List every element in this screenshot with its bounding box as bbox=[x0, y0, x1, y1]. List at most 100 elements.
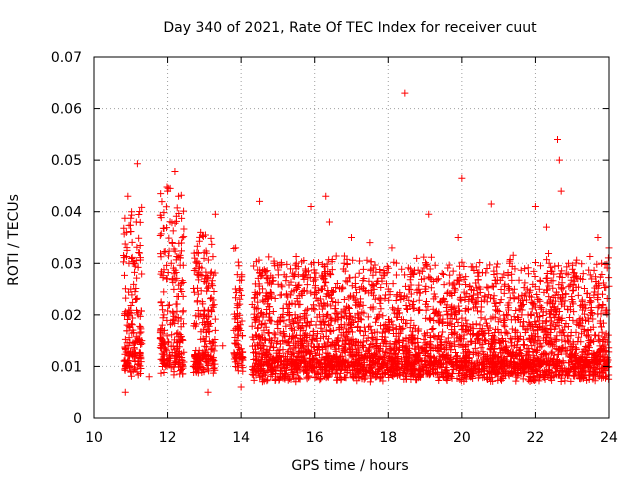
data-point bbox=[120, 224, 128, 232]
data-point bbox=[135, 211, 143, 219]
data-point bbox=[136, 349, 144, 357]
data-point bbox=[172, 217, 180, 225]
data-point bbox=[604, 254, 612, 262]
data-point bbox=[202, 271, 210, 279]
data-point bbox=[369, 271, 377, 279]
data-point bbox=[203, 287, 211, 295]
data-point bbox=[595, 332, 603, 340]
data-point bbox=[334, 335, 342, 343]
data-points bbox=[120, 89, 613, 396]
data-point bbox=[516, 346, 524, 354]
data-point bbox=[558, 336, 566, 344]
data-point bbox=[322, 192, 330, 200]
data-point bbox=[199, 319, 207, 327]
data-point bbox=[277, 291, 285, 299]
data-point bbox=[173, 338, 181, 346]
data-point bbox=[500, 289, 508, 297]
data-point bbox=[179, 308, 187, 316]
data-point bbox=[355, 269, 363, 277]
data-point bbox=[122, 348, 130, 356]
data-point bbox=[156, 250, 164, 258]
data-point bbox=[426, 274, 434, 282]
data-point bbox=[386, 291, 394, 299]
data-point bbox=[439, 328, 447, 336]
data-point bbox=[473, 349, 481, 357]
data-point bbox=[135, 234, 143, 242]
data-point bbox=[207, 345, 215, 353]
data-point bbox=[232, 340, 240, 348]
data-point bbox=[121, 240, 129, 248]
data-point bbox=[128, 238, 136, 246]
data-point bbox=[493, 263, 501, 271]
data-point bbox=[444, 334, 452, 342]
data-point bbox=[201, 357, 209, 365]
data-point bbox=[207, 234, 215, 242]
data-point bbox=[477, 344, 485, 352]
data-point bbox=[324, 320, 332, 328]
data-point bbox=[230, 244, 238, 252]
data-point bbox=[435, 319, 443, 327]
data-point bbox=[601, 284, 609, 292]
data-point bbox=[401, 271, 409, 279]
data-point bbox=[120, 258, 128, 266]
data-point bbox=[168, 239, 176, 247]
data-point bbox=[194, 359, 202, 367]
data-point bbox=[490, 271, 498, 279]
data-point bbox=[190, 266, 198, 274]
data-point bbox=[254, 324, 262, 332]
data-point bbox=[190, 288, 198, 296]
data-point bbox=[454, 234, 462, 241]
data-point bbox=[176, 251, 184, 259]
data-point bbox=[427, 284, 435, 292]
x-axis-label: GPS time / hours bbox=[291, 458, 408, 474]
data-point bbox=[126, 362, 134, 370]
data-point bbox=[138, 203, 146, 211]
data-point bbox=[526, 378, 534, 386]
data-point bbox=[449, 267, 457, 275]
data-point bbox=[137, 323, 145, 331]
data-point bbox=[132, 295, 140, 303]
data-point bbox=[381, 294, 389, 302]
data-point bbox=[483, 283, 491, 291]
data-point bbox=[207, 294, 215, 302]
data-point bbox=[193, 242, 201, 250]
data-point bbox=[128, 291, 136, 299]
data-point bbox=[445, 279, 453, 287]
data-point bbox=[201, 347, 209, 355]
data-point bbox=[180, 233, 188, 241]
data-point bbox=[445, 261, 453, 269]
data-point bbox=[125, 312, 133, 320]
data-point bbox=[133, 294, 141, 302]
data-point bbox=[234, 351, 242, 359]
data-point bbox=[133, 274, 141, 282]
data-point bbox=[264, 376, 272, 384]
y-tick-label: 0.05 bbox=[51, 153, 82, 169]
data-point bbox=[170, 270, 178, 278]
data-point bbox=[171, 266, 179, 274]
data-point bbox=[311, 306, 319, 314]
data-point bbox=[204, 256, 212, 264]
data-point bbox=[458, 326, 466, 334]
data-point bbox=[501, 323, 509, 331]
data-point bbox=[545, 259, 553, 267]
data-point bbox=[325, 256, 333, 264]
data-point bbox=[171, 167, 179, 175]
data-point bbox=[177, 280, 185, 288]
data-point bbox=[269, 308, 277, 316]
data-point bbox=[497, 286, 505, 294]
x-tick-label: 16 bbox=[306, 430, 324, 446]
data-point bbox=[203, 317, 211, 325]
data-point bbox=[467, 337, 475, 345]
data-point bbox=[558, 279, 566, 287]
data-point bbox=[169, 278, 177, 286]
data-point bbox=[401, 89, 409, 97]
data-point bbox=[430, 295, 438, 303]
data-point bbox=[168, 319, 176, 327]
data-point bbox=[164, 307, 172, 315]
data-point bbox=[521, 265, 529, 273]
data-point bbox=[581, 310, 589, 318]
data-point bbox=[122, 363, 130, 371]
data-point bbox=[589, 315, 597, 323]
data-point bbox=[211, 210, 219, 218]
data-point bbox=[598, 328, 606, 336]
